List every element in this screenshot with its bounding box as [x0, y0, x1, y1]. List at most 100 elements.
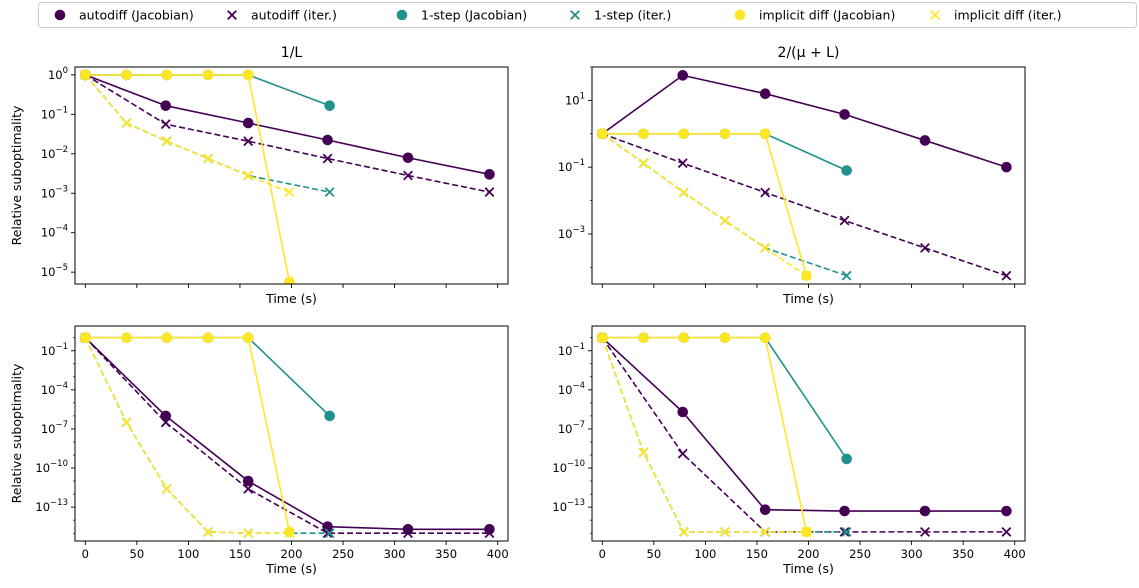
series-1-step-jacobian- [597, 332, 852, 465]
series-line [84, 337, 290, 534]
legend-marker-circle [734, 9, 746, 21]
legend-label: 1-step (Jacobian) [421, 8, 527, 23]
data-point [242, 332, 254, 344]
series-line [601, 337, 1007, 512]
data-point [597, 332, 608, 343]
x-tick-label: 150 [229, 547, 251, 561]
x-tick-label: 0 [599, 547, 606, 561]
series-1-step-jacobian- [80, 332, 335, 422]
data-point [284, 528, 295, 539]
x-tick-label: 100 [694, 547, 716, 561]
data-point [202, 69, 214, 81]
series-line [85, 336, 331, 417]
data-point [839, 109, 850, 120]
data-point [322, 153, 333, 164]
data-point [121, 332, 132, 344]
x-tick-label: 350 [435, 547, 457, 561]
y-tick-label: 10−7 [558, 420, 585, 436]
data-point [484, 169, 495, 180]
data-point [121, 118, 132, 128]
x-tick-label: 400 [1004, 547, 1026, 561]
legend-entry: autodiff (Jacobian) [54, 8, 194, 23]
data-point [841, 165, 852, 176]
data-point [1001, 505, 1012, 517]
series-implicit-diff-iter- [80, 332, 295, 539]
legend-marker-x [570, 10, 580, 20]
data-point [161, 483, 172, 494]
y-tick-label: 10−2 [41, 145, 68, 161]
data-point [920, 526, 930, 537]
panel-1: 100 10−1 10−2 10−3 10−4 10−5 Time (s) Relative … [9, 45, 509, 306]
y-tick-label: 10−3 [41, 184, 68, 200]
legend-label: 1-step (iter.) [594, 8, 671, 23]
y-tick-label: 10−1 [41, 105, 68, 121]
y-tick-label: 10−4 [558, 381, 585, 397]
series-line [601, 133, 847, 277]
series-line [601, 337, 1007, 533]
x-tick-label: 300 [384, 547, 406, 561]
x-tick-label: 300 [901, 547, 923, 561]
legend-entry: implicit diff (iter.) [930, 8, 1062, 23]
data-point [324, 410, 335, 422]
y-tick-label: 10−5 [41, 263, 68, 279]
panel-4: 10−1 10−4 10−7 10−10 10−13 0 50 100 150 200 250 300… [552, 325, 1026, 576]
series-1-step-iter- [597, 332, 852, 537]
data-point [720, 526, 730, 537]
data-point [121, 417, 132, 428]
data-point [1001, 270, 1012, 281]
axes-frame [74, 325, 509, 542]
data-point [284, 276, 295, 284]
series-line [602, 336, 808, 533]
series-line [601, 337, 847, 533]
series-group [597, 70, 1012, 281]
panel-title: 2/(μ + L) [778, 45, 840, 61]
data-point [719, 128, 731, 140]
data-point [839, 215, 850, 226]
series-group [80, 69, 495, 284]
data-point [677, 70, 689, 81]
legend-marker-circle [54, 9, 66, 21]
data-point [759, 128, 771, 140]
series-line [602, 132, 808, 276]
series-autodiff-iter- [80, 332, 495, 539]
data-point [638, 128, 649, 140]
data-point [161, 332, 173, 344]
series-line [602, 133, 1007, 277]
data-point [121, 69, 132, 81]
series-implicit-diff-jacobian- [80, 332, 295, 538]
data-point [324, 187, 335, 198]
series-line [602, 132, 847, 172]
x-axis-label: Time (s) [265, 291, 317, 306]
data-point [160, 119, 171, 130]
series-line [85, 74, 291, 283]
data-point [677, 448, 688, 459]
data-point [760, 243, 771, 253]
x-tick-label: 200 [281, 547, 303, 561]
y-tick-label: 10−13 [552, 498, 585, 514]
data-point [759, 88, 771, 100]
x-tick-label: 250 [849, 547, 871, 561]
y-tick-label: 10−1 [558, 342, 585, 358]
series-autodiff-jacobian- [80, 332, 495, 535]
series-line [84, 337, 330, 534]
series-1-step-iter- [597, 128, 852, 281]
data-point [284, 187, 295, 198]
series-line [84, 74, 290, 193]
data-point [403, 528, 413, 539]
data-point [160, 417, 171, 428]
legend-label: implicit diff (iter.) [954, 8, 1062, 23]
series-implicit-diff-iter- [80, 69, 295, 198]
y-tick-label: 10−7 [41, 420, 68, 436]
series-autodiff-jacobian- [597, 70, 1012, 173]
data-point [403, 170, 413, 181]
data-point [1001, 161, 1012, 173]
axes-frame [74, 66, 509, 285]
data-point [678, 526, 689, 537]
y-tick-label: 10−4 [41, 381, 68, 397]
x-tick-label: 400 [487, 547, 509, 561]
data-point [161, 136, 172, 147]
data-point [484, 528, 495, 539]
data-point [243, 170, 254, 181]
data-point [161, 69, 173, 81]
data-point [841, 453, 852, 465]
